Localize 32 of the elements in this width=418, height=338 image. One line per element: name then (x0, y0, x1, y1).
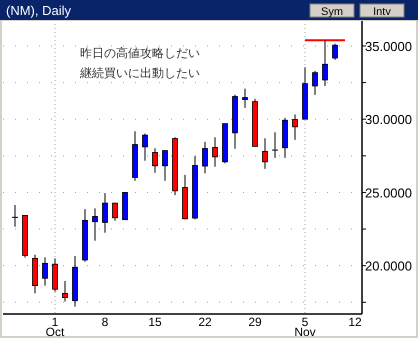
candlestick (272, 132, 278, 158)
y-tick-label: 35.0000 (365, 38, 412, 54)
candlestick (92, 208, 98, 242)
candlestick (62, 280, 68, 302)
candlestick (202, 141, 208, 174)
candlestick (42, 256, 48, 286)
candlestick (242, 88, 248, 108)
candlestick (322, 40, 328, 86)
x-tick-label: 8 (102, 315, 109, 329)
chart-title: (NM), Daily (6, 3, 72, 18)
y-tick-label: 20.0000 (365, 258, 412, 274)
candlestick (312, 70, 318, 96)
y-tick-label: 25.0000 (365, 185, 412, 200)
annotation: 昨日の高値攻略しだい (80, 46, 200, 60)
candlestick (262, 138, 268, 170)
candlestick (112, 202, 118, 222)
candlestick (102, 192, 108, 234)
x-tick-label: 12 (348, 315, 362, 329)
annotation: 継続買いに出動したい (79, 66, 200, 80)
candlestick (162, 150, 168, 182)
candlestick (142, 133, 148, 162)
candlestick (152, 148, 158, 174)
x-tick-label: 22 (198, 315, 212, 329)
text: Sym (321, 6, 343, 18)
text: Intv (373, 6, 392, 18)
candlestick (292, 114, 298, 140)
y-tick-label: 30.0000 (365, 112, 412, 128)
candlestick (212, 136, 218, 168)
candlestick (332, 43, 338, 60)
candlestick (12, 204, 18, 228)
x-tick-label: 29 (248, 315, 262, 329)
x-tick-label: 15 (148, 315, 162, 329)
